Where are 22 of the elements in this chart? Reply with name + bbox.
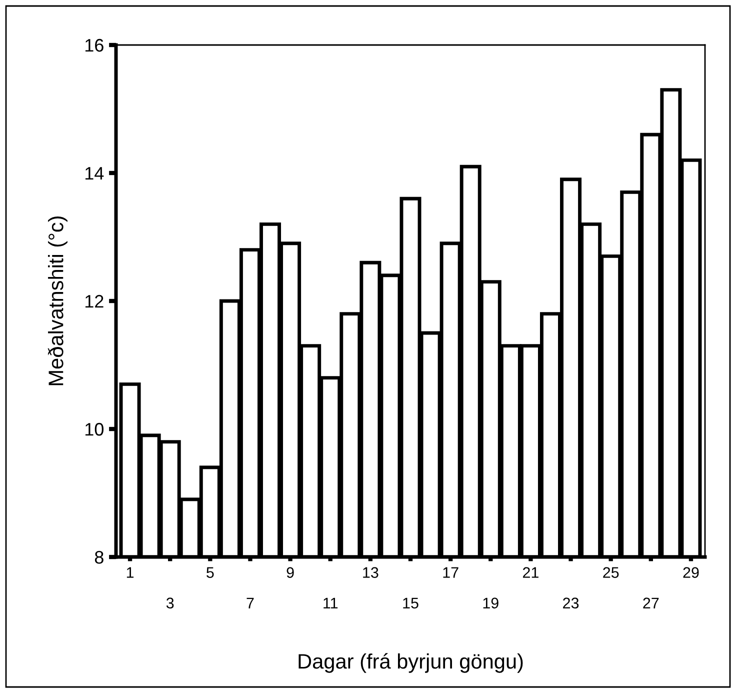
x-tick-label: 11 bbox=[324, 598, 338, 608]
x-tick-label: 17 bbox=[443, 567, 458, 578]
y-tick-label: 10 bbox=[85, 422, 104, 436]
x-tick-label: 1 bbox=[126, 567, 134, 578]
y-axis-title: Meðalvatnshiti (°c) bbox=[48, 216, 68, 386]
x-tick-label: 15 bbox=[403, 598, 418, 608]
y-tick-label: 16 bbox=[85, 38, 104, 52]
y-tick-label: 14 bbox=[85, 167, 104, 180]
x-tick-label: 3 bbox=[166, 598, 174, 608]
x-tick-label: 5 bbox=[206, 567, 214, 578]
x-axis-title: Dagar (frá byrjun göngu) bbox=[298, 653, 523, 673]
x-tick-label: 21 bbox=[522, 567, 538, 578]
x-tick-label: 19 bbox=[483, 598, 498, 608]
y-tick-label: 12 bbox=[85, 294, 104, 308]
x-tick-label: 9 bbox=[286, 567, 294, 578]
y-tick-label: 8 bbox=[94, 550, 104, 564]
x-tick-label: 13 bbox=[363, 567, 378, 578]
x-tick-label: 7 bbox=[246, 598, 254, 608]
x-tick-label: 23 bbox=[563, 598, 579, 608]
x-tick-label: 27 bbox=[643, 598, 659, 608]
x-tick-label: 29 bbox=[683, 567, 699, 578]
x-tick-label: 25 bbox=[603, 567, 619, 578]
